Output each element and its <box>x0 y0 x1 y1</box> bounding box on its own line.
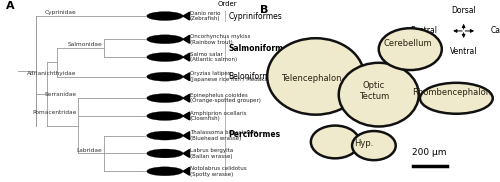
Ellipse shape <box>146 12 183 21</box>
Text: Adrianichthyidae: Adrianichthyidae <box>27 71 76 76</box>
Ellipse shape <box>146 94 183 103</box>
Polygon shape <box>183 150 190 157</box>
Text: Beloniformes: Beloniformes <box>228 72 279 81</box>
Text: A: A <box>6 1 15 11</box>
Text: Thalassoma bifasciatum
(Bluehead wrasse): Thalassoma bifasciatum (Bluehead wrasse) <box>190 130 257 141</box>
Text: Epinephelus coioides
(Orange-spotted grouper): Epinephelus coioides (Orange-spotted gro… <box>190 93 260 103</box>
Ellipse shape <box>311 126 360 158</box>
Text: Cyprinidae: Cyprinidae <box>45 10 76 15</box>
Text: Order: Order <box>218 1 237 7</box>
Ellipse shape <box>338 63 419 126</box>
Ellipse shape <box>146 35 183 44</box>
Text: Salmo salar
(Atlantic salmon): Salmo salar (Atlantic salmon) <box>190 52 236 62</box>
Polygon shape <box>183 132 190 140</box>
Ellipse shape <box>267 38 364 115</box>
Text: Pomacentridae: Pomacentridae <box>32 110 76 115</box>
Text: Dorsal: Dorsal <box>451 6 476 15</box>
Text: Cerebellum: Cerebellum <box>384 39 432 48</box>
Text: Telencephalon: Telencephalon <box>280 74 341 83</box>
Ellipse shape <box>352 131 396 160</box>
Text: Notolabrus celidotus
(Spotty wrasse): Notolabrus celidotus (Spotty wrasse) <box>190 166 246 177</box>
Text: Danio rerio
(Zebrafish): Danio rerio (Zebrafish) <box>190 11 220 21</box>
Ellipse shape <box>146 53 183 62</box>
Ellipse shape <box>146 149 183 158</box>
Text: Perciformes: Perciformes <box>228 130 280 139</box>
Text: Ventral: Ventral <box>450 47 477 56</box>
Text: Oncorhynchus mykiss
(Rainbow trout): Oncorhynchus mykiss (Rainbow trout) <box>190 34 250 45</box>
Polygon shape <box>183 35 190 43</box>
Text: Rhombencephalon: Rhombencephalon <box>412 88 491 97</box>
Text: Hyp.: Hyp. <box>354 139 374 148</box>
Text: Optic
Tectum: Optic Tectum <box>359 81 389 101</box>
Polygon shape <box>183 12 190 20</box>
Text: Caudal: Caudal <box>490 26 500 35</box>
Text: Labridae: Labridae <box>77 148 102 153</box>
Ellipse shape <box>146 131 183 140</box>
Polygon shape <box>183 94 190 102</box>
Text: Salmonidae: Salmonidae <box>68 42 102 47</box>
Ellipse shape <box>146 167 183 176</box>
Text: 200 μm: 200 μm <box>412 149 447 157</box>
Text: Oryzias latipes
(Japanese rice fish / Medaka): Oryzias latipes (Japanese rice fish / Me… <box>190 71 270 82</box>
Polygon shape <box>183 53 190 61</box>
Text: Cypriniformes: Cypriniformes <box>228 12 282 21</box>
Ellipse shape <box>379 28 442 70</box>
Text: Rostral: Rostral <box>410 26 437 35</box>
Text: Amphiprion ocellaris
(Clownfish): Amphiprion ocellaris (Clownfish) <box>190 111 246 121</box>
Ellipse shape <box>146 72 183 81</box>
Text: Salmoniformes: Salmoniformes <box>228 44 294 53</box>
Polygon shape <box>183 112 190 120</box>
Text: Serranidae: Serranidae <box>44 92 76 97</box>
Text: B: B <box>260 5 268 15</box>
Text: Labrus bergylta
(Ballan wrasse): Labrus bergylta (Ballan wrasse) <box>190 148 233 159</box>
Polygon shape <box>183 73 190 81</box>
Polygon shape <box>183 167 190 175</box>
Ellipse shape <box>420 83 492 114</box>
Ellipse shape <box>146 112 183 120</box>
